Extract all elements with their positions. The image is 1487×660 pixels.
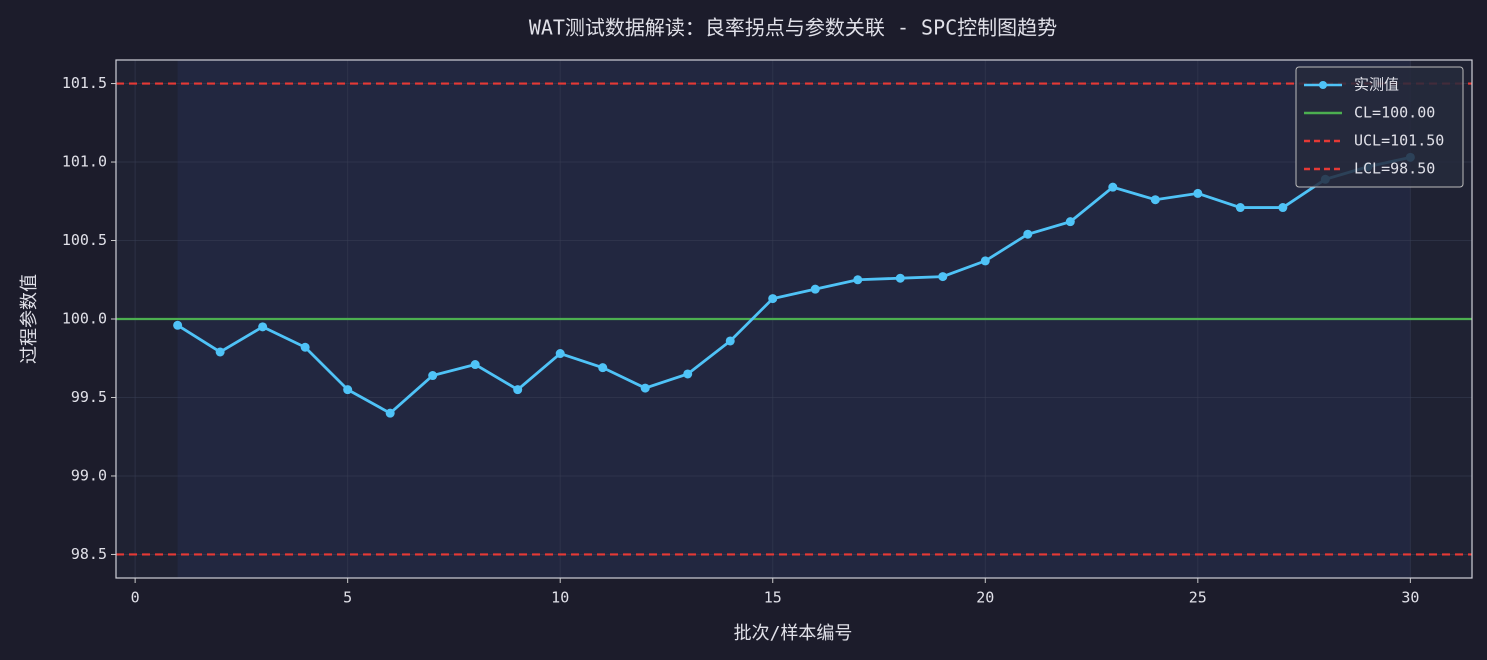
data-point — [640, 383, 650, 393]
legend-label: LCL=98.50 — [1354, 160, 1435, 178]
data-point — [1278, 203, 1288, 213]
data-point — [215, 347, 225, 357]
data-point — [725, 336, 735, 346]
y-tick-label: 99.5 — [71, 388, 107, 406]
legend-label: CL=100.00 — [1354, 104, 1435, 122]
data-point — [555, 349, 565, 359]
legend-label: UCL=101.50 — [1354, 132, 1444, 150]
data-point — [1235, 203, 1245, 213]
data-point — [683, 369, 693, 379]
data-point — [428, 371, 438, 381]
data-point — [895, 273, 905, 283]
legend: 实测值 CL=100.00 UCL=101.50 LCL=98.50 — [1295, 66, 1464, 188]
data-point — [1150, 195, 1160, 205]
data-point — [980, 256, 990, 266]
x-tick-label: 5 — [343, 589, 352, 607]
x-tick-label: 30 — [1401, 589, 1419, 607]
data-point — [173, 320, 183, 330]
data-point — [385, 408, 395, 418]
data-point — [810, 284, 820, 294]
data-point — [1023, 229, 1033, 239]
data-point — [300, 342, 310, 352]
y-tick-label: 101.5 — [62, 74, 107, 92]
y-axis-label: 过程参数值 — [19, 274, 40, 364]
data-point — [768, 294, 778, 304]
data-line — [176, 155, 1411, 415]
data-point — [513, 385, 523, 395]
x-tick-label: 15 — [764, 589, 782, 607]
data-point — [470, 360, 480, 370]
chart-title: WAT测试数据解读：良率拐点与参数关联 - SPC控制图趋势 — [529, 16, 1057, 40]
y-tick-label: 101.0 — [62, 153, 107, 171]
data-point — [938, 272, 948, 282]
plot-frame — [115, 59, 1473, 579]
x-tick-label: 0 — [131, 589, 140, 607]
x-tick-label: 25 — [1189, 589, 1207, 607]
data-point — [1193, 188, 1203, 198]
legend-label: 实测值 — [1354, 76, 1399, 94]
y-tick-label: 99.0 — [71, 466, 107, 484]
y-tick-label: 98.5 — [71, 545, 107, 563]
data-point — [258, 322, 268, 332]
data-point — [853, 275, 863, 285]
data-point — [598, 363, 608, 373]
legend-marker — [1319, 81, 1327, 89]
y-tick-label: 100.5 — [62, 231, 107, 249]
x-axis-label: 批次/样本编号 — [734, 623, 853, 644]
data-point — [1065, 217, 1075, 227]
data-point — [343, 385, 353, 395]
y-tick-label: 100.0 — [62, 310, 107, 328]
data-point — [1108, 182, 1118, 192]
legend-box — [1295, 66, 1464, 188]
x-tick-label: 10 — [551, 589, 569, 607]
x-tick-label: 20 — [976, 589, 994, 607]
